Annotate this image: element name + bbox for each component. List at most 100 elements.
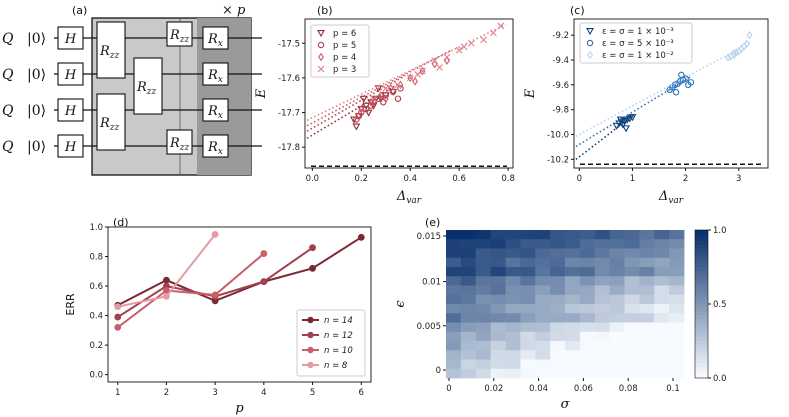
series-point-3-2 [211,230,219,238]
legend-box [310,24,370,78]
heat-cell-9-1 [460,313,477,323]
point-s3-14 [414,71,421,78]
rx-gate-1 [202,62,229,86]
y-tick-label-5: 1.0 [89,223,103,233]
heat-cell-9-9 [579,313,596,323]
heat-cell-12-12 [624,341,640,351]
rzz-gate-1 [96,93,126,151]
heat-cell-6-10 [594,285,611,296]
point-s3-10-b [490,29,497,37]
panel-a-circuit: (a) × p Q0|0⟩HRxQ1|0⟩HRxQ2|0⟩HRxQ3|0⟩HRx… [2,3,262,176]
heat-cell-9-12 [624,313,640,323]
heat-cell-7-14 [654,294,670,305]
colorbar-seg-18 [695,296,708,301]
heat-cell-11-4 [505,331,521,342]
heat-cell-13-6 [535,350,551,360]
panel-c-energy-scatter: (c) 0 1 2 3 -10.2 -10.0 -9.8 -9.6 -9.4 -9.2 Δvar Eε… [523,4,769,206]
point-s3-3 [406,74,414,82]
point-s0-12 [369,102,378,110]
rzz-gate-3 [166,21,193,47]
heat-cell-8-8 [565,304,581,314]
point-s3-9 [480,36,488,44]
colorbar-seg-8 [695,259,708,264]
heat-cell-7-12 [624,294,640,305]
heat-cell-14-9 [579,359,596,370]
point-s3-6-b [443,53,451,61]
y-tick-label-3: 0.015 [417,232,441,242]
point-s0-6 [628,114,637,122]
heat-cell-7-7 [550,294,566,305]
y-tick-label-1: -17.7 [278,109,300,119]
series-point-2-0 [114,323,122,331]
heat-cell-8-14 [654,304,670,314]
heat-cell-9-13 [639,313,655,323]
x-axis-label: p [235,401,244,416]
series-point-1-3 [260,278,268,286]
heat-cell-13-7 [550,350,566,360]
y-tick-label-4: 0.8 [89,253,103,263]
heat-cell-6-14 [654,285,670,296]
heat-cell-5-1 [460,276,477,286]
heat-cell-8-13 [639,304,655,314]
heat-cell-4-2 [475,267,492,277]
fit-line-1 [575,75,693,148]
heat-cell-12-14 [654,341,670,351]
heat-cell-15-7 [550,368,566,379]
heat-cell-11-9 [579,331,596,342]
qubit-label-0: Q [2,31,14,47]
heat-cell-1-6 [535,239,551,249]
x-tick-label-4: 0.08 [619,384,638,394]
heat-cell-7-4 [505,294,521,305]
point-s0-9 [616,116,625,124]
colorbar-seg-24 [695,318,708,323]
series-point-2-2 [211,291,219,299]
heat-cell-9-10 [594,313,611,323]
point-s0-7 [618,121,627,129]
y-tick-label-2: 0.01 [422,278,441,288]
heat-cell-3-12 [624,257,640,268]
colorbar-seg-35 [695,359,708,364]
heat-cell-2-10 [594,248,611,259]
x-tick-label-3: 0.06 [574,384,593,394]
colorbar-label-1: 0.5 [713,300,727,310]
heat-cell-14-3 [490,359,506,370]
heat-cell-7-10 [594,294,611,305]
colorbar-label-2: 1.0 [713,226,727,236]
point-s2-9 [731,50,738,60]
heat-cell-9-14 [654,313,670,323]
x-axis-label: Δvar [396,189,422,206]
heat-cell-0-11 [609,230,625,240]
heat-cell-11-0 [446,331,462,342]
heat-cell-3-3 [490,257,506,268]
heat-cell-7-2 [475,294,492,305]
heat-cell-8-10 [594,304,611,314]
heat-cell-0-4 [505,230,521,240]
heat-cell-5-4 [505,276,521,286]
heat-cell-4-11 [609,267,625,277]
heat-cell-3-1 [460,257,477,268]
point-s2-3 [387,84,394,93]
heat-cell-12-9 [579,341,596,351]
heat-cell-1-14 [654,239,670,249]
y-tick-label-2: 0.4 [89,312,103,322]
heat-cell-0-0 [446,230,462,240]
heat-cell-10-15 [669,322,685,333]
point-s3-3-b [406,74,414,82]
heat-cell-13-10 [594,350,611,360]
heat-cell-3-2 [475,257,492,268]
point-s3-13-b [436,64,443,71]
heat-cell-12-8 [565,341,581,351]
point-s0-8 [622,125,631,133]
heat-cell-0-12 [624,230,640,240]
point-s3-2 [394,81,402,89]
ket-zero-3: |0⟩ [27,139,46,155]
legend-label-1: p = 5 [333,41,356,51]
heat-cell-12-2 [475,341,492,351]
heat-cell-8-11 [609,304,625,314]
panel-d-label: (d) [113,216,129,229]
point-s1-8 [687,79,695,86]
heat-cell-6-9 [579,285,596,296]
point-s3-7-b [455,46,463,54]
heat-cell-12-13 [639,341,655,351]
x-axis-subscript: var [668,196,683,206]
